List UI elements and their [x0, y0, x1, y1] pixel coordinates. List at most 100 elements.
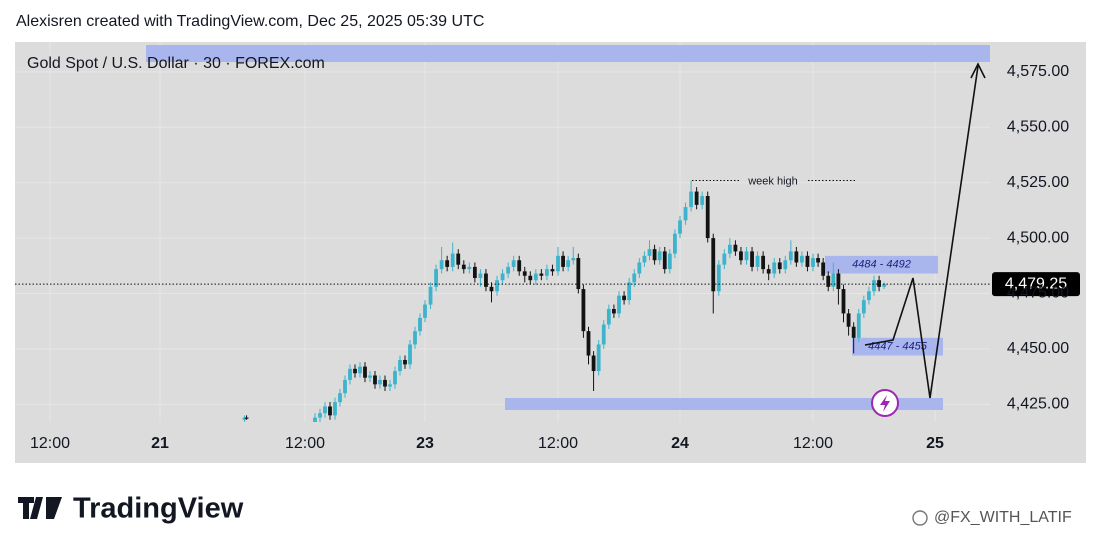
candle-body — [378, 379, 382, 385]
candle-body — [617, 295, 621, 314]
candle-body — [750, 251, 754, 267]
candle-body — [667, 253, 672, 270]
candle-body — [528, 275, 533, 281]
candle-body — [591, 355, 596, 372]
x-tick-label: 25 — [926, 435, 944, 452]
support-band — [505, 398, 943, 410]
header-text: Alexisren created with TradingView.com, … — [16, 13, 484, 30]
zone-label: 4447 - 4455 — [868, 341, 928, 353]
candle-body — [434, 269, 438, 287]
candle-body — [343, 379, 347, 394]
x-tick-label: 12:00 — [285, 435, 325, 452]
candle-body — [489, 286, 494, 292]
candle-body — [596, 344, 601, 372]
candle-body — [755, 255, 760, 267]
grid — [15, 42, 990, 422]
candle-body — [533, 273, 538, 281]
candle-body — [811, 258, 815, 267]
candles — [242, 180, 887, 422]
candle-body — [739, 251, 743, 261]
brand-name: TradingView — [73, 493, 244, 525]
candle-body — [647, 249, 652, 256]
candle-body — [727, 244, 732, 254]
candle-body — [673, 233, 677, 254]
candle-body — [657, 251, 662, 261]
candle-body — [637, 262, 642, 274]
candle-body — [744, 251, 749, 261]
candle-body — [244, 417, 249, 419]
candle-body — [856, 313, 861, 338]
candle-body — [418, 317, 422, 332]
week-high-label: week high — [747, 175, 798, 187]
chart-title: Gold Spot / U.S. Dollar · 30 · FOREX.com — [27, 55, 325, 72]
candle-body — [800, 255, 804, 263]
zone — [852, 337, 943, 356]
candle-body — [783, 260, 788, 270]
candle-body — [511, 260, 516, 267]
candle-body — [506, 266, 511, 274]
candle-body — [408, 344, 412, 365]
candle-body — [851, 326, 856, 338]
candle-body — [788, 251, 793, 261]
x-tick-label: 23 — [416, 435, 434, 452]
target-band — [146, 45, 990, 62]
x-tick-label: 21 — [151, 435, 169, 452]
candle-body — [716, 264, 721, 292]
candle-body — [689, 191, 693, 208]
candle-body — [393, 371, 397, 385]
candle-body — [571, 258, 576, 261]
watermark-icon — [912, 510, 928, 526]
candle-body — [632, 273, 637, 283]
candle-body — [383, 379, 387, 387]
candle-body — [318, 413, 322, 418]
candle-body — [358, 366, 362, 374]
candle-body — [816, 258, 820, 263]
candle-body — [662, 251, 667, 270]
candle-body — [711, 238, 716, 292]
candle-body — [683, 207, 688, 221]
candle-body — [581, 289, 586, 332]
candle-body — [805, 255, 810, 267]
brand-logo — [18, 497, 62, 519]
candle-body — [836, 273, 841, 290]
candle-body — [495, 280, 499, 292]
candle-body — [373, 375, 377, 385]
candle-body — [517, 260, 522, 272]
candle-body — [794, 251, 799, 263]
candle-body — [522, 271, 527, 276]
y-tick-label: 4,525.00 — [1007, 174, 1069, 191]
candle-body — [450, 253, 455, 267]
candle-body — [772, 262, 777, 274]
watermark: @FX_WITH_LATIF — [934, 509, 1072, 526]
candle-body — [428, 286, 433, 305]
candle-body — [566, 260, 571, 267]
projection-arrowhead — [970, 62, 986, 79]
candle-body — [861, 300, 866, 314]
candle-body — [363, 366, 367, 378]
candle-body — [601, 324, 606, 345]
last-price-tag — [992, 272, 1080, 297]
candle-body — [652, 249, 657, 261]
candle-body — [882, 284, 887, 287]
candle-body — [586, 331, 591, 356]
candle-body — [694, 191, 699, 205]
candle-body — [338, 393, 342, 403]
candle-body — [348, 368, 352, 380]
candle-body — [766, 269, 771, 274]
x-tick-label: 24 — [671, 435, 689, 452]
candle-body — [841, 289, 846, 314]
candle-body — [872, 280, 876, 292]
candle-body — [761, 255, 766, 270]
candle-body — [328, 406, 332, 416]
candle-body — [627, 282, 632, 301]
candle-body — [353, 368, 357, 374]
overlay: week high 4,479.25 — [15, 175, 1080, 297]
candle-body — [388, 384, 392, 387]
last-price-label: 4,479.25 — [1005, 275, 1067, 292]
candle-body — [678, 220, 682, 234]
candle-body — [500, 273, 505, 281]
x-tick-label: 12:00 — [793, 435, 833, 452]
y-tick-label: 4,450.00 — [1007, 340, 1069, 357]
candle-body — [550, 269, 555, 272]
